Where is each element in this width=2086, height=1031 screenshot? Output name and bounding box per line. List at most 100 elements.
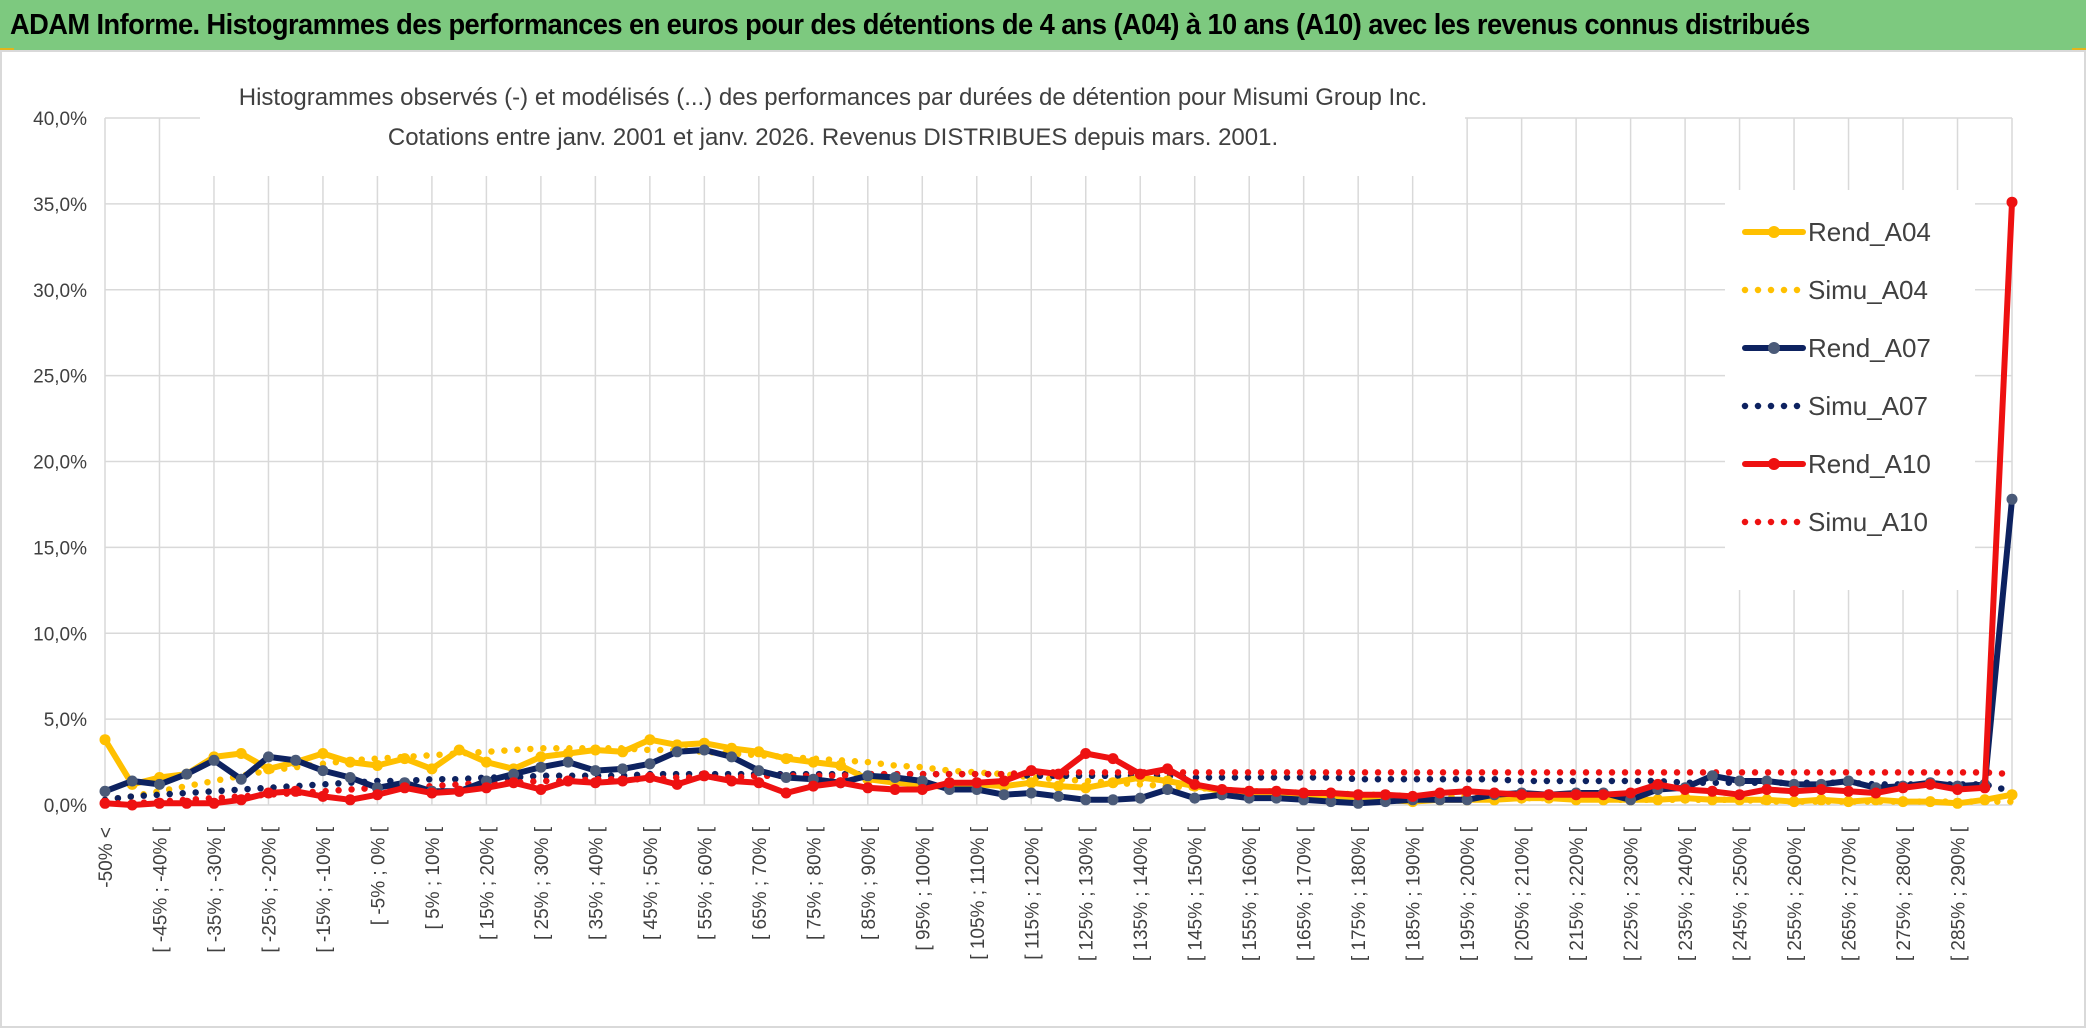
x-tick-label: [ 55% ; 60% [	[695, 826, 716, 940]
x-tick-label: [ 35% ; 40% [	[586, 826, 607, 940]
data-point-rend_a07	[698, 744, 710, 756]
data-point-rend_a07	[508, 768, 520, 780]
x-tick-label: [ 225% ; 230% [	[1622, 826, 1643, 961]
data-point-rend_a10	[154, 797, 165, 809]
data-point-rend_a10	[290, 785, 302, 797]
data-point-rend_a07	[1134, 792, 1146, 804]
data-point-rend_a07	[99, 785, 111, 797]
data-point-rend_a10	[971, 777, 983, 789]
data-point-rend_a04	[780, 753, 792, 765]
data-point-rend_a04	[99, 734, 111, 746]
report-title: ADAM Informe. Histogrammes des performan…	[10, 9, 1810, 41]
legend-background	[1725, 190, 1975, 590]
legend-marker-rend_a10	[1768, 458, 1780, 470]
data-point-rend_a07	[181, 768, 193, 780]
data-point-rend_a04	[726, 742, 738, 754]
data-point-rend_a10	[862, 782, 874, 794]
data-point-rend_a10	[1706, 785, 1718, 797]
data-point-rend_a10	[126, 799, 138, 811]
x-tick-label: -50% <	[96, 827, 117, 888]
data-point-rend_a04	[1924, 796, 1936, 808]
data-point-rend_a10	[1788, 785, 1800, 797]
data-point-rend_a07	[263, 751, 274, 763]
data-point-rend_a07	[208, 754, 220, 766]
data-point-rend_a10	[181, 797, 193, 809]
data-point-rend_a04	[2006, 789, 2018, 801]
data-point-rend_a10	[753, 777, 765, 789]
x-tick-label: [ 165% ; 170% [	[1295, 826, 1316, 961]
data-point-rend_a10	[1734, 789, 1746, 801]
legend-label-simu_a04: Simu_A04	[1808, 275, 1928, 305]
data-point-rend_a10	[589, 777, 601, 789]
x-tick-label: [ 5% ; 10% [	[423, 826, 444, 929]
data-point-rend_a10	[644, 772, 656, 783]
data-point-rend_a07	[1053, 790, 1064, 802]
data-point-rend_a04	[562, 748, 574, 759]
data-point-rend_a04	[426, 763, 438, 775]
data-point-rend_a10	[1243, 785, 1255, 797]
data-point-rend_a10	[1543, 789, 1555, 801]
data-point-rend_a07	[535, 761, 547, 773]
data-point-rend_a10	[1434, 787, 1446, 799]
data-point-rend_a04	[1843, 796, 1854, 808]
chart-subtitle: Cotations entre janv. 2001 et janv. 2026…	[388, 124, 1278, 151]
x-tick-label: [ -35% ; -30% [	[205, 826, 226, 952]
data-point-rend_a04	[263, 763, 274, 775]
data-point-rend_a10	[671, 778, 683, 790]
data-point-rend_a07	[1162, 784, 1173, 795]
data-point-rend_a07	[862, 770, 874, 782]
report-banner: ADAM Informe. Histogrammes des performan…	[0, 0, 2086, 50]
data-point-rend_a04	[589, 744, 601, 756]
data-point-rend_a10	[263, 787, 274, 799]
legend-label-rend_a10: Rend_A10	[1808, 449, 1931, 479]
data-point-rend_a10	[1897, 782, 1909, 794]
chart-frame	[0, 50, 2086, 1028]
data-point-rend_a10	[835, 777, 847, 789]
data-point-rend_a07	[1325, 796, 1337, 808]
data-point-rend_a07	[1189, 792, 1201, 804]
data-point-rend_a10	[1107, 753, 1119, 765]
data-point-rend_a07	[344, 772, 356, 783]
data-point-rend_a10	[1461, 785, 1473, 797]
x-tick-label: [ -45% ; -40% [	[150, 826, 171, 952]
data-point-rend_a10	[1407, 790, 1419, 802]
data-point-rend_a10	[1352, 789, 1364, 801]
data-point-rend_a04	[1979, 794, 1991, 806]
data-point-rend_a04	[1788, 796, 1800, 808]
legend-label-simu_a07: Simu_A07	[1808, 391, 1928, 421]
data-point-rend_a07	[562, 756, 574, 768]
y-tick-label: 40,0%	[33, 109, 87, 130]
data-point-rend_a04	[453, 744, 465, 756]
data-point-rend_a04	[807, 756, 819, 768]
y-tick-label: 0,0%	[44, 796, 87, 817]
x-tick-label: [ 115% ; 120% [	[1022, 826, 1043, 959]
data-point-rend_a10	[1870, 787, 1882, 799]
data-point-rend_a07	[780, 772, 792, 783]
data-point-rend_a10	[1488, 787, 1500, 799]
data-point-rend_a10	[1761, 784, 1773, 795]
data-point-rend_a07	[290, 754, 302, 766]
x-tick-label: [ -15% ; -10% [	[314, 826, 335, 952]
data-point-rend_a10	[998, 775, 1010, 787]
data-point-rend_a07	[1843, 775, 1854, 787]
data-point-rend_a07	[998, 789, 1010, 801]
data-point-rend_a07	[644, 758, 656, 770]
data-point-rend_a10	[1597, 789, 1609, 801]
data-point-rend_a04	[835, 760, 847, 771]
data-point-rend_a07	[154, 778, 165, 790]
data-point-rend_a04	[1679, 792, 1691, 804]
data-point-rend_a04	[344, 756, 356, 768]
data-point-rend_a07	[1734, 775, 1746, 787]
data-point-rend_a10	[399, 782, 411, 794]
legend-label-simu_a10: Simu_A10	[1808, 507, 1928, 537]
data-point-rend_a04	[1897, 796, 1909, 808]
histogram-line-chart: 0,0% 5,0% 10,0% 15,0% 20,0% 25,0% 30,0% 35,0% 40…	[0, 50, 2086, 1028]
data-point-rend_a04	[1080, 782, 1092, 794]
legend-marker-rend_a07	[1768, 342, 1780, 354]
data-point-rend_a07	[235, 773, 247, 785]
x-tick-label: [ 245% ; 250% [	[1731, 826, 1752, 961]
data-point-rend_a10	[807, 780, 819, 792]
x-tick-label: [ 195% ; 200% [	[1458, 826, 1479, 961]
data-point-rend_a10	[99, 797, 111, 809]
data-point-rend_a10	[371, 789, 383, 801]
